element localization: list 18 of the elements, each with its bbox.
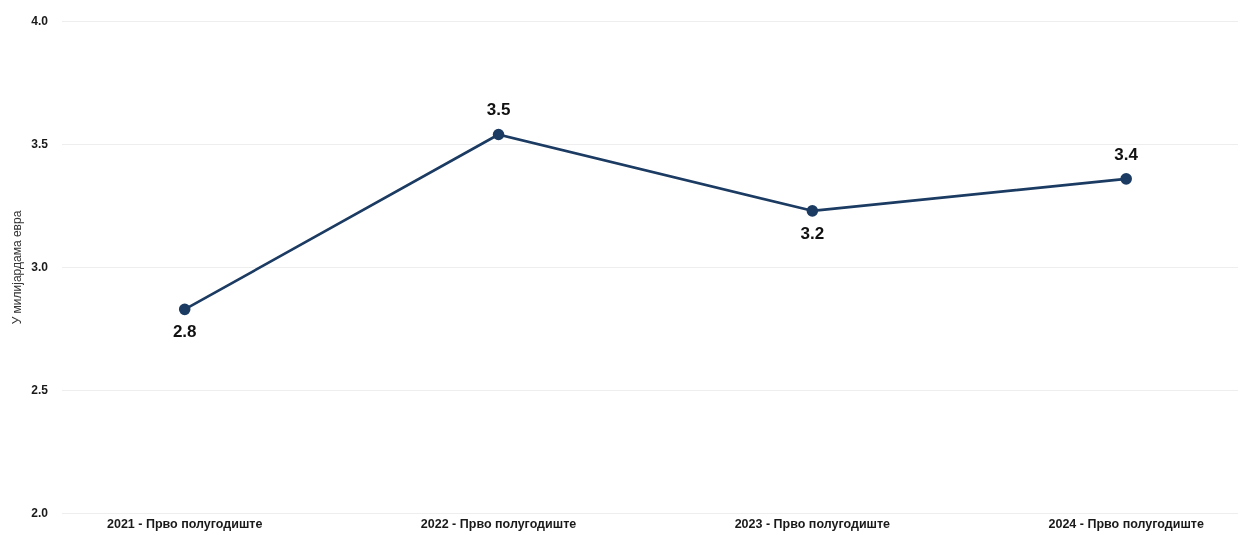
- point: [806, 205, 819, 217]
- point: [492, 128, 505, 141]
- data-label: 3.5: [486, 100, 511, 120]
- y-tick-label: 3.5: [31, 136, 49, 151]
- x-tick-label: 2023 - Прво полугодиште: [734, 516, 891, 531]
- y-axis-title: У милијардама евра: [9, 210, 24, 325]
- x-tick-label: 2024 - Прво полугодиште: [1048, 516, 1204, 531]
- data-label: 3.4: [1114, 144, 1139, 164]
- data-label: 2.8: [172, 322, 197, 342]
- point: [1120, 173, 1132, 185]
- y-tick-label: 2.5: [31, 382, 49, 397]
- y-tick-label: 3.0: [31, 259, 49, 274]
- x-tick-label: 2021 - Прво полугодиште: [107, 516, 263, 531]
- point: [178, 303, 191, 316]
- y-tick-label: 4.0: [31, 13, 49, 28]
- y-tick-label: 2.0: [31, 506, 49, 521]
- data-label: 3.2: [800, 223, 825, 243]
- x-tick-label: 2022 - Прво полугодиште: [420, 516, 577, 531]
